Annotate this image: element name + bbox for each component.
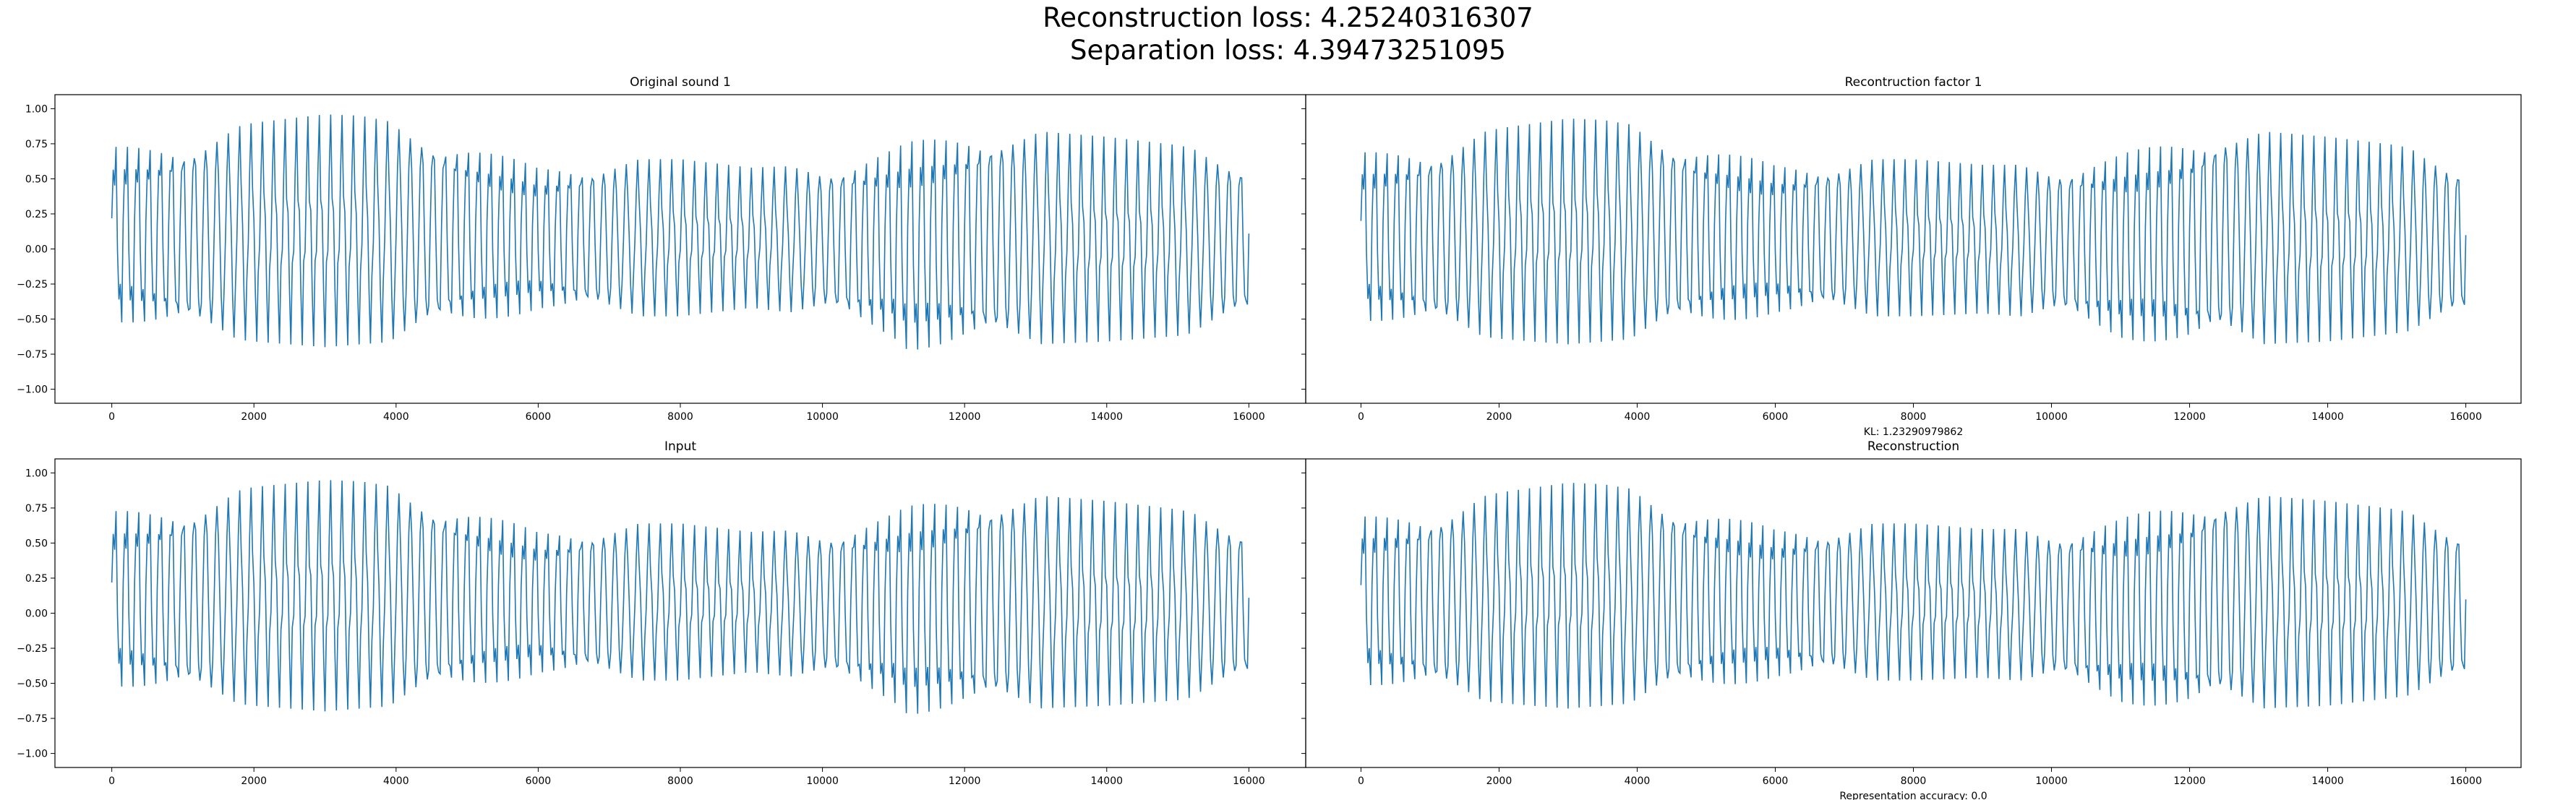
x-tick-label: 2000 <box>241 775 267 787</box>
panel-title: Reconstruction <box>1867 439 1959 454</box>
y-tick-label: −1.00 <box>17 384 48 396</box>
y-tick-label: 1.00 <box>25 103 48 115</box>
x-tick-label: 12000 <box>949 775 981 787</box>
x-tick-label: 2000 <box>1486 775 1512 787</box>
y-tick-label: 0.00 <box>25 244 48 256</box>
x-tick-label: 8000 <box>667 775 693 787</box>
y-tick-label: −0.75 <box>17 349 48 361</box>
x-tick-label: 4000 <box>383 775 409 787</box>
x-axis-label: KL: 1.23290979862 <box>1864 426 1963 438</box>
x-tick-label: 2000 <box>1486 411 1512 423</box>
separation-loss-title: Separation loss: 4.39473251095 <box>1070 35 1506 66</box>
waveform-series <box>1360 483 2467 709</box>
waveform-series <box>1360 119 2467 345</box>
x-tick-label: 6000 <box>526 411 552 423</box>
y-tick-label: 0.25 <box>25 209 48 220</box>
chart-panel-1: Original sound 1 0 2000 4000 6000 8000 10000 12… <box>17 75 1306 423</box>
y-tick-label: 0.25 <box>25 573 48 585</box>
y-tick-label: −0.75 <box>17 713 48 725</box>
x-tick-label: 16000 <box>1233 411 1265 423</box>
panel-title: Original sound 1 <box>630 75 731 90</box>
x-tick-label: 6000 <box>526 775 552 787</box>
x-tick-label: 14000 <box>2311 775 2344 787</box>
y-tick-label: 0.50 <box>25 538 48 549</box>
x-tick-label: 4000 <box>383 411 409 423</box>
x-tick-label: 16000 <box>2449 775 2482 787</box>
y-tick-label: −1.00 <box>17 749 48 760</box>
y-tick-label: −0.25 <box>17 643 48 655</box>
x-tick-label: 12000 <box>949 411 981 423</box>
x-tick-label: 8000 <box>1901 411 1927 423</box>
x-tick-label: 10000 <box>806 775 839 787</box>
figure-title: Reconstruction loss: 4.25240316307 Separ… <box>0 1 2576 66</box>
chart-panel-3: Input 0 2000 4000 6000 8000 10000 12000 14000 160… <box>17 439 1306 787</box>
x-tick-label: 10000 <box>2035 775 2068 787</box>
x-tick-label: 16000 <box>1233 775 1265 787</box>
x-tick-label: 10000 <box>806 411 839 423</box>
waveform-series <box>111 114 1250 350</box>
x-axis-label: Representation accuracy: 0.0 <box>1839 791 1987 800</box>
waveform-series <box>111 480 1250 714</box>
y-tick-label: −0.25 <box>17 279 48 291</box>
x-tick-label: 14000 <box>1090 411 1123 423</box>
x-tick-label: 12000 <box>2173 411 2206 423</box>
y-tick-label: 0.75 <box>25 503 48 515</box>
x-tick-label: 4000 <box>1625 411 1651 423</box>
x-tick-label: 8000 <box>667 411 693 423</box>
x-tick-label: 2000 <box>241 411 267 423</box>
x-tick-label: 0 <box>108 775 115 787</box>
reconstruction-loss-title: Reconstruction loss: 4.25240316307 <box>1043 2 1533 33</box>
x-tick-label: 4000 <box>1625 775 1651 787</box>
x-tick-label: 16000 <box>2449 411 2482 423</box>
x-tick-label: 12000 <box>2173 775 2206 787</box>
x-tick-label: 10000 <box>2035 411 2068 423</box>
x-tick-label: 0 <box>108 411 115 423</box>
chart-panel-2: Recontruction factor 1 0 2000 4000 6000 8000 1… <box>1301 75 2522 438</box>
y-tick-label: 0.50 <box>25 173 48 185</box>
y-tick-label: −0.50 <box>17 679 48 690</box>
x-tick-label: 14000 <box>1090 775 1123 787</box>
x-tick-label: 14000 <box>2311 411 2344 423</box>
y-tick-label: 0.75 <box>25 139 48 150</box>
x-tick-label: 0 <box>1358 775 1364 787</box>
x-tick-label: 6000 <box>1763 775 1789 787</box>
panel-title: Input <box>664 439 696 454</box>
y-tick-label: 1.00 <box>25 468 48 479</box>
x-tick-label: 6000 <box>1763 411 1789 423</box>
panel-title: Recontruction factor 1 <box>1845 75 1982 90</box>
chart-panel-4: Reconstruction 0 2000 4000 6000 8000 10000 1200… <box>1301 439 2522 800</box>
x-tick-label: 8000 <box>1901 775 1927 787</box>
x-tick-label: 0 <box>1358 411 1364 423</box>
y-tick-label: 0.00 <box>25 608 48 620</box>
y-tick-label: −0.50 <box>17 314 48 326</box>
